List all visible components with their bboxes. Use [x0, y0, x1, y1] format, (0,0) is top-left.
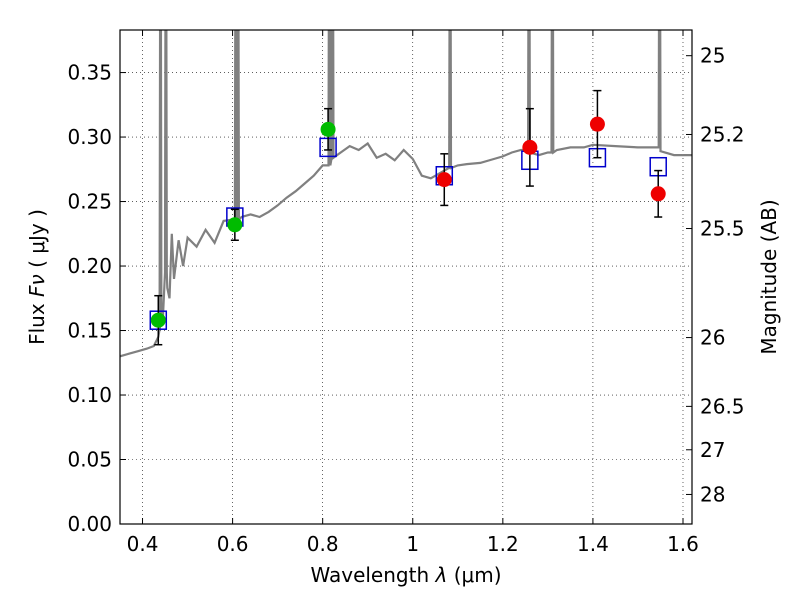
y-tick-label: 0.25 — [67, 190, 112, 214]
x-tick-label: 1.4 — [577, 532, 609, 556]
x-tick-label: 1.6 — [667, 532, 699, 556]
x-tick-label: 1.2 — [487, 532, 519, 556]
y-tick-label: 0.05 — [67, 448, 112, 472]
spectrum-series — [120, 30, 692, 358]
y-tick-label: 0.30 — [67, 125, 112, 149]
x-tick-label: 0.8 — [307, 532, 339, 556]
observed-point — [227, 217, 243, 233]
x-tick-label: 0.4 — [127, 532, 159, 556]
mag-tick-label: 27 — [700, 438, 725, 462]
y-tick-label: 0.35 — [67, 61, 112, 85]
mag-tick-label: 26.5 — [700, 394, 745, 418]
mag-tick-label: 25 — [700, 44, 725, 68]
y-tick-label: 0.00 — [67, 512, 112, 536]
y-tick-label: 0.15 — [67, 319, 112, 343]
y-tick-label: 0.20 — [67, 254, 112, 278]
mag-tick-label: 25.5 — [700, 217, 745, 241]
y-axis-right-label: Magnitude (AB) — [757, 199, 781, 354]
grid — [120, 30, 692, 525]
observed-point — [150, 312, 166, 328]
mag-tick-label: 25.2 — [700, 122, 745, 146]
observed-point — [589, 116, 605, 132]
mag-tick-label: 26 — [700, 326, 725, 350]
x-tick-label: 0.6 — [217, 532, 249, 556]
axis-ticks: 0.4 0.6 0.8 1 1.2 1.4 1.6 0.00 0.05 0.10 0.15 0.20 0… — [67, 30, 745, 556]
y-axis-label: Flux Fν ( μJy ) — [25, 209, 49, 345]
x-tick-label: 1 — [406, 532, 419, 556]
observed-point — [650, 186, 666, 202]
mag-tick-label: 28 — [700, 482, 725, 506]
observed-point — [522, 139, 538, 155]
photometry-markers — [149, 89, 667, 346]
observed-point — [436, 172, 452, 188]
plot-frame — [119, 29, 693, 525]
x-axis-label: Wavelength λ (μm) — [310, 563, 501, 587]
observed-point — [320, 121, 336, 137]
spectrum-line — [120, 30, 692, 358]
y-tick-label: 0.10 — [67, 383, 112, 407]
